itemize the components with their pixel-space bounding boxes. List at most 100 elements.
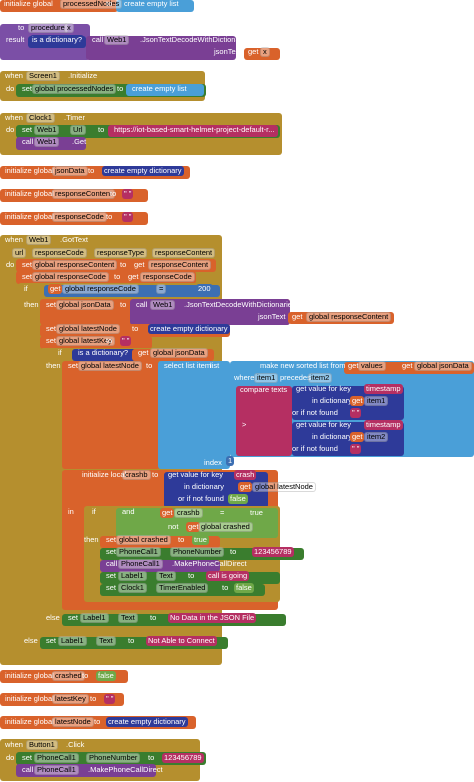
block-text: " " [120, 336, 132, 346]
block-text: to [106, 0, 113, 8]
block-text: x [64, 23, 74, 33]
block-text: list [210, 361, 220, 370]
block-text: call [92, 35, 104, 44]
block-text: global latestNode [56, 324, 120, 334]
block-text: do [6, 125, 15, 134]
block-text: latestKey [52, 694, 89, 704]
block-text: Web1 [34, 137, 60, 147]
block-text: call [22, 765, 34, 774]
block-text: to [230, 547, 237, 556]
block-text: global responseContent [32, 260, 118, 270]
block [16, 764, 156, 777]
block-text: Label1 [118, 571, 147, 581]
block-text: to [117, 84, 124, 93]
block-text: timestamp [364, 384, 403, 394]
block-text: not [168, 522, 179, 531]
block-text: Not Able to Connect [146, 636, 217, 646]
block-text: Text [118, 613, 138, 623]
block-text: get [348, 361, 359, 370]
block-text: get [138, 348, 149, 357]
block-text: = [220, 508, 225, 517]
block-text: is a dictionary? [78, 348, 129, 357]
block-text: Text [156, 571, 176, 581]
block-text: global processedNodes [32, 84, 117, 94]
block [62, 361, 160, 469]
block-text: to [222, 583, 229, 592]
block-text: to [148, 753, 155, 762]
block-text: TimerEnabled [156, 583, 209, 593]
block-text: when [5, 740, 23, 749]
block-text: initialize local [82, 470, 127, 479]
block-text: responseCode [140, 272, 195, 282]
block-text: item2 [308, 373, 333, 383]
block [160, 524, 252, 536]
block [100, 584, 265, 596]
block-text: get value for key [168, 470, 224, 479]
block-text: .MakePhoneCallDirect [88, 765, 163, 774]
block-text: to [18, 23, 25, 32]
block-text: " " [350, 444, 362, 454]
block-text: set [46, 324, 57, 333]
block-text: responseCode [52, 212, 107, 222]
block-text: https://iot-based-smart-helmet-project-d… [112, 125, 277, 135]
block-text: to [120, 260, 127, 269]
block-text: crash [234, 470, 257, 480]
block-text: compare texts [240, 385, 288, 394]
block-text: is a dictionary? [30, 35, 85, 45]
block-text: false [228, 494, 248, 504]
block-text: global jsonData [414, 361, 472, 371]
block-text: get [402, 361, 413, 370]
block-text: initialize global [5, 189, 54, 198]
block-text: Screen1 [26, 71, 60, 81]
block-text: create empty dictionary [106, 717, 188, 727]
block [236, 386, 292, 456]
block-text: processedNodes [60, 0, 123, 9]
block-text: get [126, 272, 141, 282]
block-text: to [120, 300, 127, 309]
block-text: get value for key [296, 384, 352, 393]
block-text: set [106, 571, 117, 580]
block-text: to [94, 717, 101, 726]
block-text: global jsonData [150, 348, 208, 358]
block-text: .Timer [64, 113, 85, 122]
block-text: global responseCode [62, 284, 139, 294]
block-text: true [192, 535, 209, 545]
block-text: index [204, 458, 222, 467]
block [44, 285, 220, 297]
block-text: jsonData [52, 166, 88, 176]
block [130, 299, 290, 325]
block-text: create empty dictionary [148, 324, 230, 334]
block [100, 560, 220, 572]
block-text: procedure [28, 23, 68, 33]
block-text: to [128, 636, 135, 645]
block-text: set [46, 300, 57, 309]
block [0, 212, 148, 225]
block-text: then [24, 300, 39, 309]
block-text: or if not found [292, 408, 338, 417]
block-text: initialize global [5, 694, 54, 703]
block-text: select list item [164, 361, 212, 370]
block-text: Web1 [150, 300, 176, 310]
block-text: Button1 [26, 740, 58, 750]
block-text: get [238, 482, 253, 492]
block [16, 752, 206, 765]
block-text: x [260, 47, 270, 57]
block-text: get [350, 396, 365, 406]
block-text: initialize global [5, 717, 54, 726]
block-text: set [22, 272, 33, 281]
block-text: else [24, 636, 38, 645]
block-text: 200 [196, 284, 213, 294]
block-text: set [46, 636, 57, 645]
block-text: in dictionary [312, 432, 353, 441]
block-text: global latestKey [56, 336, 115, 346]
block-text: if [58, 348, 62, 357]
block-text: 123456789 [162, 753, 204, 763]
block [244, 48, 280, 60]
block-text: values [358, 361, 386, 371]
block [288, 312, 394, 324]
block-text: in dictionary [184, 482, 225, 491]
block-text: do [6, 753, 15, 762]
block-text: set [106, 535, 117, 544]
block-text: set [22, 125, 33, 134]
